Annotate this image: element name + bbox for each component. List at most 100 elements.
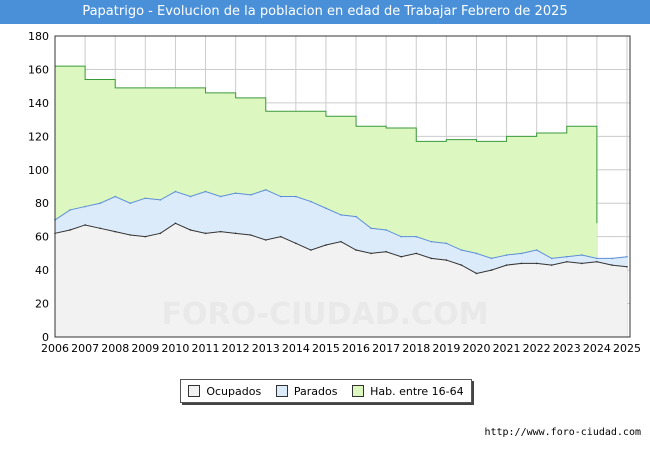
occupied-point	[475, 272, 478, 275]
x-tick-label: 2023	[553, 342, 581, 354]
occupied-point	[355, 249, 357, 251]
legend: Ocupados Parados Hab. entre 16-64	[180, 379, 472, 403]
chart-title: Papatrigo - Evolucion de la poblacion en…	[0, 0, 650, 24]
unemployed-point	[385, 229, 387, 231]
legend-label-population: Hab. entre 16-64	[370, 384, 464, 398]
occupied-point	[84, 224, 86, 226]
x-tick-label: 2015	[312, 342, 340, 354]
unemployed-point	[565, 255, 568, 258]
unemployed-point	[475, 252, 478, 255]
source-link[interactable]: http://www.foro-ciudad.com	[484, 427, 641, 438]
y-tick-label: 0	[42, 331, 49, 344]
legend-swatch-occupied	[188, 385, 201, 397]
legend-label-unemployed: Parados	[293, 384, 338, 398]
occupied-point	[99, 227, 101, 230]
occupied-point	[385, 250, 387, 253]
unemployed-point	[219, 195, 222, 198]
occupied-point	[611, 264, 613, 266]
y-tick-label: 20	[35, 298, 49, 311]
unemployed-point	[550, 257, 553, 260]
x-tick-label: 2007	[71, 342, 99, 354]
legend-item-occupied: Ocupados	[188, 385, 261, 398]
unemployed-point	[400, 235, 403, 238]
x-tick-label: 2006	[41, 342, 69, 354]
occupied-point	[204, 232, 207, 235]
x-tick-label: 2019	[432, 342, 460, 354]
unemployed-point	[295, 195, 297, 198]
occupied-point	[264, 239, 267, 241]
unemployed-point	[69, 209, 71, 211]
unemployed-point	[626, 255, 628, 258]
unemployed-point	[310, 200, 312, 203]
occupied-point	[596, 260, 598, 263]
unemployed-point	[490, 257, 493, 260]
y-tick-label: 60	[35, 231, 49, 244]
occupied-point	[626, 265, 628, 268]
unemployed-point	[355, 215, 357, 218]
unemployed-point	[460, 249, 463, 251]
y-tick-label: 160	[28, 63, 49, 76]
population-line	[55, 65, 598, 224]
x-tick-label: 2008	[101, 342, 129, 354]
unemployed-point	[445, 242, 448, 245]
unemployed-point	[264, 189, 267, 191]
occupied-area	[55, 223, 627, 337]
occupied-point	[144, 235, 147, 238]
occupied-point	[295, 242, 297, 245]
x-tick-label: 2011	[192, 342, 220, 354]
unemployed-point	[204, 190, 207, 193]
unemployed-point	[249, 194, 252, 196]
occupied-point	[550, 264, 553, 266]
occupied-point	[69, 229, 71, 231]
unemployed-point	[174, 190, 177, 193]
x-tick-label: 2013	[252, 342, 280, 354]
unemployed-point	[581, 254, 583, 256]
chart-area: 0 20 40 60 80 100 120 140 160 180 2006 2007 2008 2009…	[28, 30, 641, 354]
y-tick-label: 180	[28, 30, 49, 43]
occupied-point	[445, 259, 448, 261]
unemployed-point	[279, 195, 282, 198]
unemployed-point	[325, 207, 327, 210]
x-tick-label: 2022	[523, 342, 551, 354]
legend-label-occupied: Ocupados	[206, 384, 262, 398]
legend-swatch-unemployed	[275, 385, 288, 397]
x-tick-label: 2014	[282, 342, 310, 354]
areas	[54, 65, 628, 337]
occupied-point	[520, 262, 523, 265]
unemployed-point	[340, 214, 342, 216]
occupied-point	[114, 230, 117, 233]
x-tick-label: 2018	[402, 342, 430, 354]
x-tick-label: 2025	[613, 342, 641, 354]
y-tick-label: 100	[28, 164, 49, 177]
unemployed-point	[611, 257, 613, 260]
legend-item-population: Hab. entre 16-64	[352, 385, 464, 398]
unemployed-point	[505, 254, 508, 256]
unemployed-point	[99, 202, 101, 205]
occupied-point	[535, 262, 538, 265]
occupied-point	[400, 255, 403, 258]
occupied-point	[460, 264, 463, 266]
occupied-point	[174, 222, 177, 225]
occupied-point	[340, 240, 342, 243]
y-tick-label: 120	[28, 130, 49, 143]
occupied-point	[310, 249, 312, 251]
unemployed-point	[596, 257, 598, 260]
unemployed-point	[520, 252, 523, 255]
x-tick-label: 2012	[222, 342, 250, 354]
unemployed-point	[114, 195, 117, 198]
unemployed-point	[144, 197, 147, 200]
occupied-point	[430, 257, 433, 260]
legend-swatch-population	[352, 385, 365, 397]
y-tick-label: 40	[35, 264, 49, 277]
occupied-point	[189, 229, 192, 231]
occupied-point	[581, 262, 583, 265]
x-tick-label: 2020	[462, 342, 490, 354]
plot-border	[54, 35, 631, 338]
unemployed-point	[370, 227, 372, 230]
axes: 0 20 40 60 80 100 120 140 160 180 2006 2007 2008 2009…	[28, 30, 641, 354]
unemployed-point	[430, 240, 433, 243]
unemployed-point	[159, 199, 162, 201]
x-tick-label: 2024	[583, 342, 611, 354]
y-tick-label: 140	[28, 97, 49, 110]
y-tick-label: 80	[35, 197, 49, 210]
